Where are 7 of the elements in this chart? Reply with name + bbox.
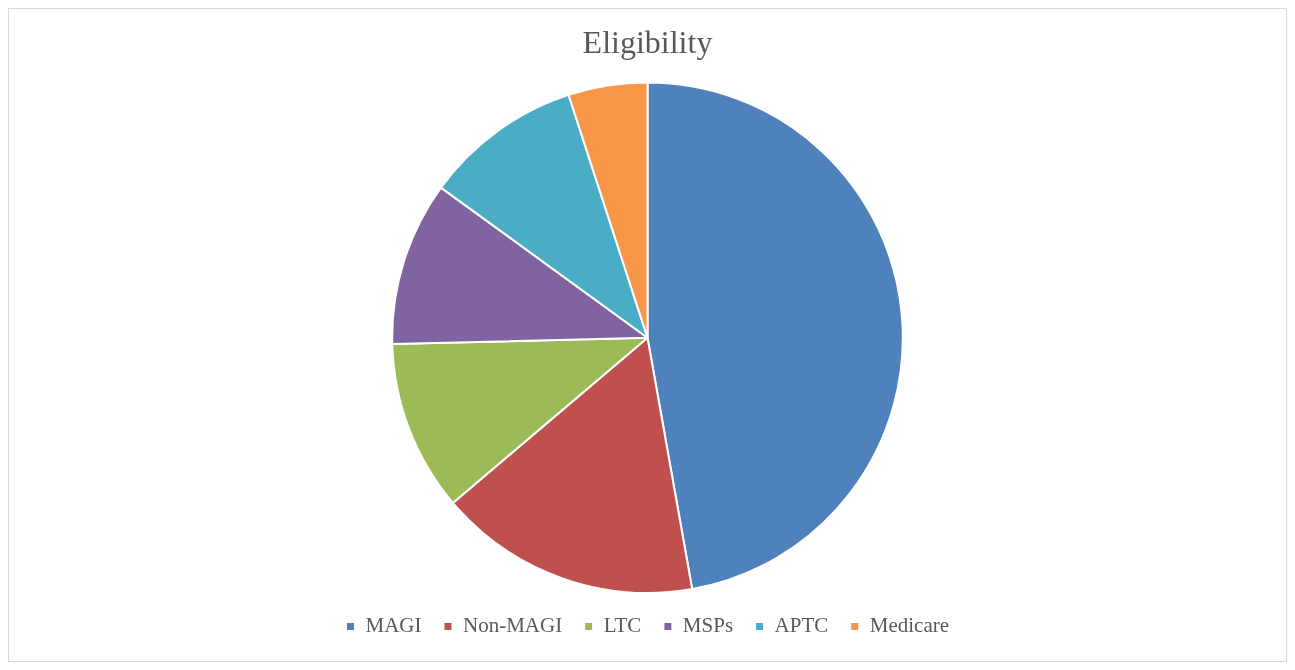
legend-label: LTC [603,613,642,638]
legend-label: Medicare [869,613,950,638]
legend-label: MAGI [365,613,422,638]
legend-label: APTC [774,613,829,638]
legend-label: MSPs [682,613,734,638]
chart-title: Eligibility [582,23,713,60]
legend-label: Non-MAGI [462,613,563,638]
